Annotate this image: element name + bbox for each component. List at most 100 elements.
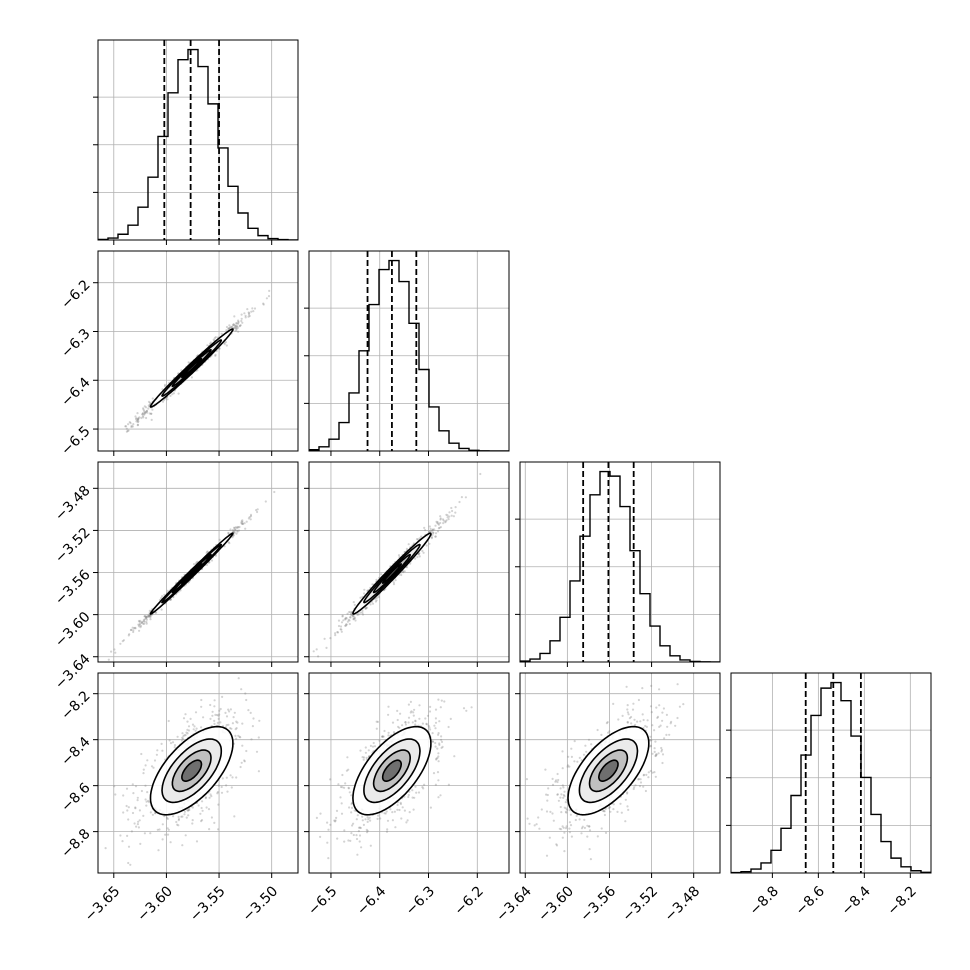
scatter-panel-2-0: −3.64−3.60−3.56−3.52−3.48 <box>52 461 299 693</box>
scatter-point <box>404 721 407 724</box>
scatter-point <box>442 522 445 525</box>
scatter-point <box>136 412 139 415</box>
scatter-point <box>566 765 569 768</box>
scatter-point <box>156 749 159 752</box>
scatter-point <box>245 698 248 702</box>
scatter-point <box>145 800 148 803</box>
scatter-point <box>344 618 347 621</box>
scatter-point <box>233 326 236 330</box>
scatter-point <box>409 700 412 704</box>
scatter-point <box>391 819 394 822</box>
scatter-point <box>128 633 131 636</box>
scatter-point <box>372 741 375 745</box>
scatter-point <box>654 754 657 758</box>
scatter-point <box>212 338 215 341</box>
x-tick-label: −3.65 <box>82 883 124 925</box>
scatter-point <box>218 709 221 712</box>
scatter-point <box>265 297 268 300</box>
scatter-point <box>139 622 142 625</box>
scatter-point <box>258 719 261 722</box>
scatter-point <box>336 631 340 634</box>
scatter-point <box>148 614 151 617</box>
scatter-point <box>134 627 137 630</box>
scatter-point <box>434 524 437 527</box>
scatter-point <box>580 832 583 835</box>
scatter-point <box>441 518 445 521</box>
scatter-point <box>234 329 237 332</box>
scatter-point <box>639 778 642 781</box>
scatter-point <box>569 813 573 816</box>
scatter-point <box>189 717 192 721</box>
scatter-point <box>436 747 439 750</box>
scatter-point <box>130 425 133 429</box>
scatter-point <box>319 835 322 839</box>
scatter-point <box>235 720 238 723</box>
scatter-point <box>177 824 180 827</box>
scatter-point <box>344 782 347 785</box>
scatter-point <box>660 748 664 751</box>
scatter-point <box>356 613 359 617</box>
scatter-point <box>351 614 354 617</box>
scatter-point <box>421 549 424 553</box>
scatter-point <box>227 531 230 535</box>
scatter-point <box>137 619 140 623</box>
scatter-point <box>603 813 607 817</box>
scatter-point <box>218 538 221 541</box>
scatter-point <box>434 727 437 730</box>
scatter-point <box>131 626 134 629</box>
scatter-point <box>563 806 566 809</box>
scatter-point <box>136 823 139 826</box>
scatter-point <box>551 783 555 786</box>
scatter-point <box>237 677 240 680</box>
scatter-point <box>317 655 320 658</box>
scatter-point <box>586 835 589 838</box>
scatter-point <box>213 337 216 340</box>
scatter-point <box>147 614 151 618</box>
scatter-panel-3-2: −3.64 −3.60 −3.56 −3.52 −3.48 <box>493 672 721 925</box>
scatter-point <box>343 786 346 789</box>
scatter-point <box>552 819 555 822</box>
scatter-point <box>138 819 141 822</box>
scatter-point <box>161 838 164 841</box>
scatter-point <box>122 811 125 814</box>
scatter-point <box>172 392 175 395</box>
scatter-point <box>126 809 129 812</box>
scatter-point <box>194 711 198 714</box>
scatter-point <box>413 796 416 799</box>
scatter-point <box>358 826 362 829</box>
scatter-point <box>148 609 151 613</box>
scatter-point <box>336 631 339 634</box>
scatter-point <box>194 729 197 732</box>
scatter-point <box>460 496 463 499</box>
scatter-point <box>627 713 630 716</box>
scatter-point <box>401 724 404 727</box>
scatter-point <box>581 825 584 828</box>
scatter-point <box>561 784 564 787</box>
scatter-point <box>417 791 421 794</box>
scatter-point <box>344 624 347 627</box>
scatter-point <box>315 816 318 820</box>
scatter-point <box>653 747 656 750</box>
y-tick-label: −3.64 <box>52 651 94 693</box>
scatter-point <box>448 515 451 518</box>
scatter-point <box>206 550 209 553</box>
scatter-point <box>122 794 125 797</box>
scatter-point <box>361 815 364 818</box>
scatter-point <box>136 424 139 427</box>
scatter-point <box>445 519 448 522</box>
scatter-point <box>418 717 421 720</box>
scatter-point <box>127 423 130 426</box>
scatter-point <box>399 802 402 806</box>
scatter-point <box>157 849 160 852</box>
scatter-point <box>359 826 362 830</box>
scatter-point <box>379 817 382 820</box>
scatter-point <box>264 500 267 503</box>
scatter-point <box>418 555 421 558</box>
scatter-point <box>387 731 390 734</box>
scatter-point <box>251 725 254 728</box>
scatter-point <box>422 551 425 554</box>
scatter-point <box>417 552 420 556</box>
scatter-point <box>434 745 437 748</box>
scatter-point <box>119 642 122 645</box>
scatter-point <box>230 727 233 730</box>
